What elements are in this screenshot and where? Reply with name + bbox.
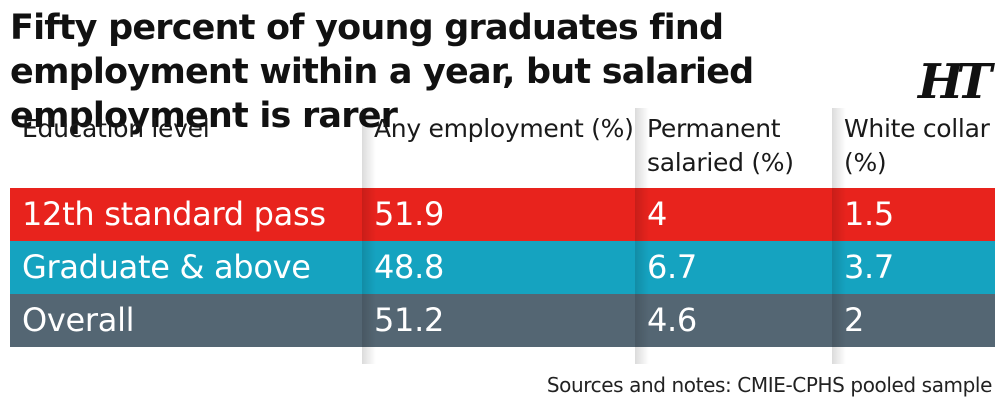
header-permanent-salaried: Permanent salaried (%): [647, 114, 794, 177]
value-cell: 51.2: [374, 301, 445, 339]
table-row: Overall 51.2 4.6 2: [10, 294, 995, 347]
header-any-employment: Any employment (%): [374, 114, 634, 143]
table-row: Graduate & above 48.8 6.7 3.7: [10, 241, 995, 294]
row-label: 12th standard pass: [22, 195, 326, 233]
chart-title: Fifty percent of young graduates find em…: [10, 8, 754, 136]
value-cell: 3.7: [844, 248, 894, 286]
header-white-collar: White collar (%): [844, 114, 990, 177]
header-education-level: Education level: [22, 114, 210, 143]
row-label: Overall: [22, 301, 135, 339]
value-cell: 48.8: [374, 248, 445, 286]
value-cell: 6.7: [647, 248, 697, 286]
value-cell: 2: [844, 301, 865, 339]
data-table: Education level Any employment (%) Permane…: [10, 108, 995, 364]
value-cell: 1.5: [844, 195, 894, 233]
table-row: 12th standard pass 51.9 4 1.5: [10, 188, 995, 241]
row-label: Graduate & above: [22, 248, 311, 286]
value-cell: 51.9: [374, 195, 445, 233]
value-cell: 4.6: [647, 301, 697, 339]
value-cell: 4: [647, 195, 668, 233]
ht-logo: HT: [918, 54, 992, 110]
source-note: Sources and notes: CMIE-CPHS pooled samp…: [546, 373, 993, 397]
